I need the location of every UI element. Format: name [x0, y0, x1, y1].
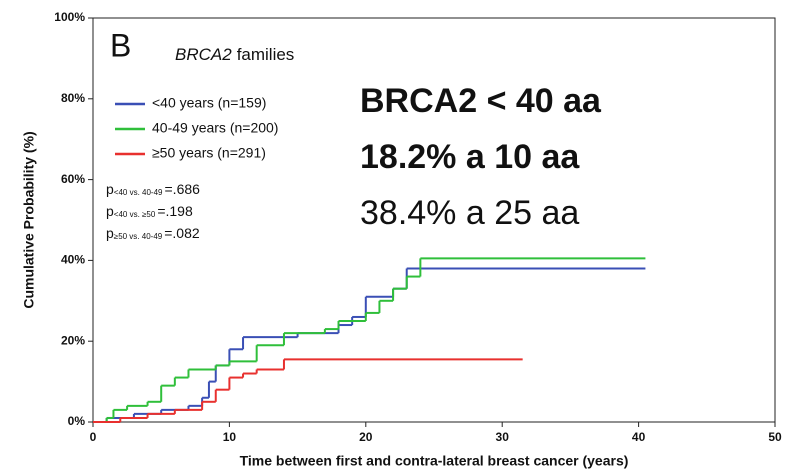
x-tick-label: 40 [632, 430, 646, 444]
p-number: =.198 [157, 203, 193, 219]
legend-label: 40-49 years (n=200) [152, 120, 278, 136]
legend-label: <40 years (n=159) [152, 95, 266, 111]
y-tick-label: 60% [61, 172, 85, 186]
y-tick-label: 100% [54, 10, 85, 24]
x-tick-label: 10 [223, 430, 237, 444]
p-value: p≥50 vs. 40-49 =.082 [106, 225, 200, 241]
p-number: =.686 [165, 181, 201, 197]
p-subscript: <40 vs. ≥50 [114, 210, 156, 219]
annotation: 38.4% a 25 aa [360, 194, 579, 232]
y-tick-label: 0% [68, 414, 86, 428]
annotation: 18.2% a 10 aa [360, 138, 580, 176]
p-value: p<40 vs. ≥50 =.198 [106, 203, 193, 219]
title-text: families [237, 45, 295, 64]
p-symbol: p [106, 203, 114, 219]
panel-label: B [110, 27, 131, 63]
p-subscript: ≥50 vs. 40-49 [114, 232, 163, 241]
x-tick-label: 50 [768, 430, 782, 444]
annotation: BRCA2 < 40 aa [360, 82, 602, 120]
x-tick-label: 20 [359, 430, 373, 444]
title-gene: BRCA2 [175, 45, 232, 64]
plot-frame [92, 17, 776, 423]
x-tick-label: 30 [496, 430, 510, 444]
chart-title: BRCA2 families [175, 45, 294, 64]
p-symbol: p [106, 181, 114, 197]
y-tick-label: 40% [61, 253, 85, 267]
y-tick-label: 20% [61, 333, 85, 347]
y-axis-label: Cumulative Probability (%) [21, 131, 37, 308]
x-tick-label: 0 [90, 430, 97, 444]
y-tick-label: 80% [61, 91, 85, 105]
p-number: =.082 [164, 225, 200, 241]
legend-label: ≥50 years (n=291) [152, 145, 266, 161]
p-subscript: <40 vs. 40-49 [114, 188, 163, 197]
x-axis-label: Time between first and contra-lateral br… [240, 453, 629, 469]
p-symbol: p [106, 225, 114, 241]
p-value: p<40 vs. 40-49 =.686 [106, 181, 200, 197]
